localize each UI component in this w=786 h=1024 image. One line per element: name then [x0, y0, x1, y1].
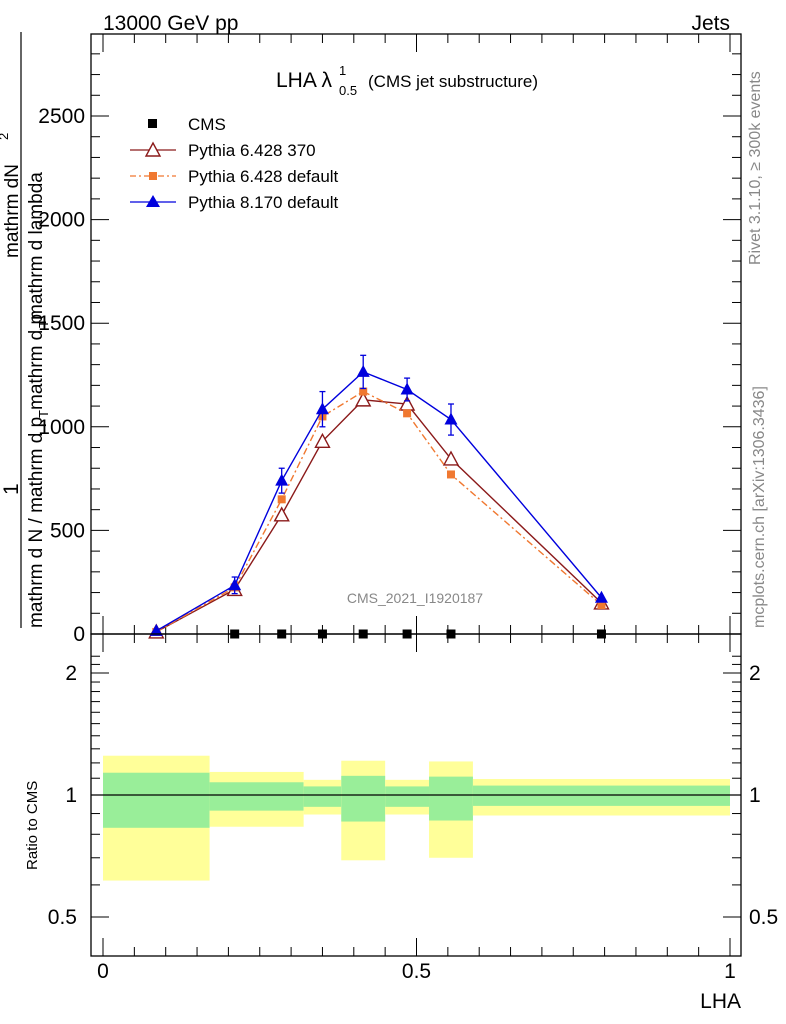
legend-label-cms: CMS [188, 115, 226, 134]
ratio-bands [91, 755, 741, 881]
main-y-tick-label: 1000 [38, 416, 85, 439]
ylabel-frac-sup: 2 [0, 133, 11, 140]
main-axes: 0 500 1000 1500 2000 2500 [38, 33, 742, 646]
legend-item-cms: CMS [148, 115, 226, 134]
data-point [442, 450, 460, 466]
title-main: LHA λ [276, 69, 333, 92]
ylabel-line-0: mathrm d N / mathrm d p [26, 417, 47, 628]
data-point [356, 364, 370, 377]
rivet-label: Rivet 3.1.10, ≥ 300k events [747, 71, 764, 265]
data-point [355, 391, 372, 407]
legend-item-pythia6-default: Pythia 6.428 default [130, 167, 339, 186]
data-point [149, 623, 163, 636]
main-y-tick-label: 1500 [38, 312, 85, 335]
title-sup: 1 [339, 63, 346, 78]
legend-label-pythia6-370: Pythia 6.428 370 [188, 141, 316, 160]
main-y-tick-label: 500 [50, 519, 85, 542]
x-tick-label: 0 [97, 960, 109, 983]
analysis-watermark: CMS_2021_I1920187 [347, 590, 483, 606]
ratio-band-inner-0 [103, 772, 210, 828]
ratio-y-axis-label: Ratio to CMS [24, 781, 41, 870]
ratio-axes: 0 0.5 1 0.5 0.5 1 1 2 2 [48, 633, 778, 983]
title-tail: (CMS jet substructure) [368, 72, 538, 91]
data-point [314, 432, 331, 449]
chart-title: LHA λ 1 0.5 (CMS jet substructure) [276, 63, 538, 98]
data-point [359, 387, 368, 396]
data-point [275, 473, 289, 486]
mcplots-label: mcplots.cern.ch [arXiv:1306.3436] [751, 386, 768, 628]
series-line-3 [155, 371, 602, 632]
header-left: 13000 GeV pp [103, 12, 238, 35]
data-point [444, 412, 458, 425]
data-point [315, 402, 329, 415]
data-point [400, 382, 414, 395]
main-y-tick-label: 2000 [38, 209, 85, 232]
ylabel-line-4: mathrm d lambda [26, 172, 47, 320]
ratio-y-tick-label: 0.5 [48, 906, 77, 929]
x-axis-label: LHA [700, 990, 741, 1013]
legend-item-pythia6-370: Pythia 6.428 370 [130, 141, 316, 160]
main-y-axis-label: 1 mathrm d N / mathrm d p T mathrm d p T… [0, 32, 51, 628]
ylabel-line-2: mathrm d p [26, 314, 47, 410]
main-series [148, 354, 610, 639]
ratio-band-inner-6 [472, 785, 730, 806]
legend-label-pythia8-default: Pythia 8.170 default [188, 193, 339, 212]
main-y-tick-label: 0 [73, 623, 85, 646]
series-line-2 [155, 390, 602, 633]
ratio-band-inner-4 [385, 786, 430, 807]
series-line-1 [155, 399, 602, 633]
x-tick-label: 1 [724, 960, 736, 983]
title-sub: 0.5 [339, 83, 357, 98]
legend-label-pythia6-default: Pythia 6.428 default [188, 167, 339, 186]
ylabel-num: 1 [0, 483, 23, 495]
main-y-tick-label: 2500 [38, 105, 85, 128]
ratio-band-inner-5 [429, 776, 473, 821]
ratio-y-tick-label-right: 1 [749, 784, 761, 807]
ratio-band-inner-3 [341, 775, 386, 822]
ratio-band-inner-1 [209, 782, 304, 811]
header-right: Jets [691, 12, 730, 35]
ylabel-line-1: T [36, 410, 51, 418]
data-point [446, 470, 455, 479]
ratio-band-inner-2 [303, 786, 342, 807]
x-tick-label: 0.5 [402, 960, 431, 983]
ratio-y-tick-label: 2 [65, 662, 77, 685]
legend: CMS Pythia 6.428 370 Pythia 6.428 defaul… [130, 115, 339, 212]
data-point [228, 578, 242, 591]
data-point [403, 409, 412, 418]
data-point [273, 506, 290, 522]
legend-item-pythia8-default: Pythia 8.170 default [130, 193, 339, 212]
ratio-y-tick-label-right: 2 [749, 662, 761, 685]
data-point [597, 600, 606, 609]
data-point [277, 495, 286, 504]
ratio-y-tick-label-right: 0.5 [749, 906, 778, 929]
series-3 [149, 354, 608, 636]
ratio-y-tick-label: 1 [65, 784, 77, 807]
ylabel-line-5: mathrm dN [2, 164, 23, 258]
data-point [594, 590, 608, 603]
ylabel-line-3: T [36, 320, 51, 328]
